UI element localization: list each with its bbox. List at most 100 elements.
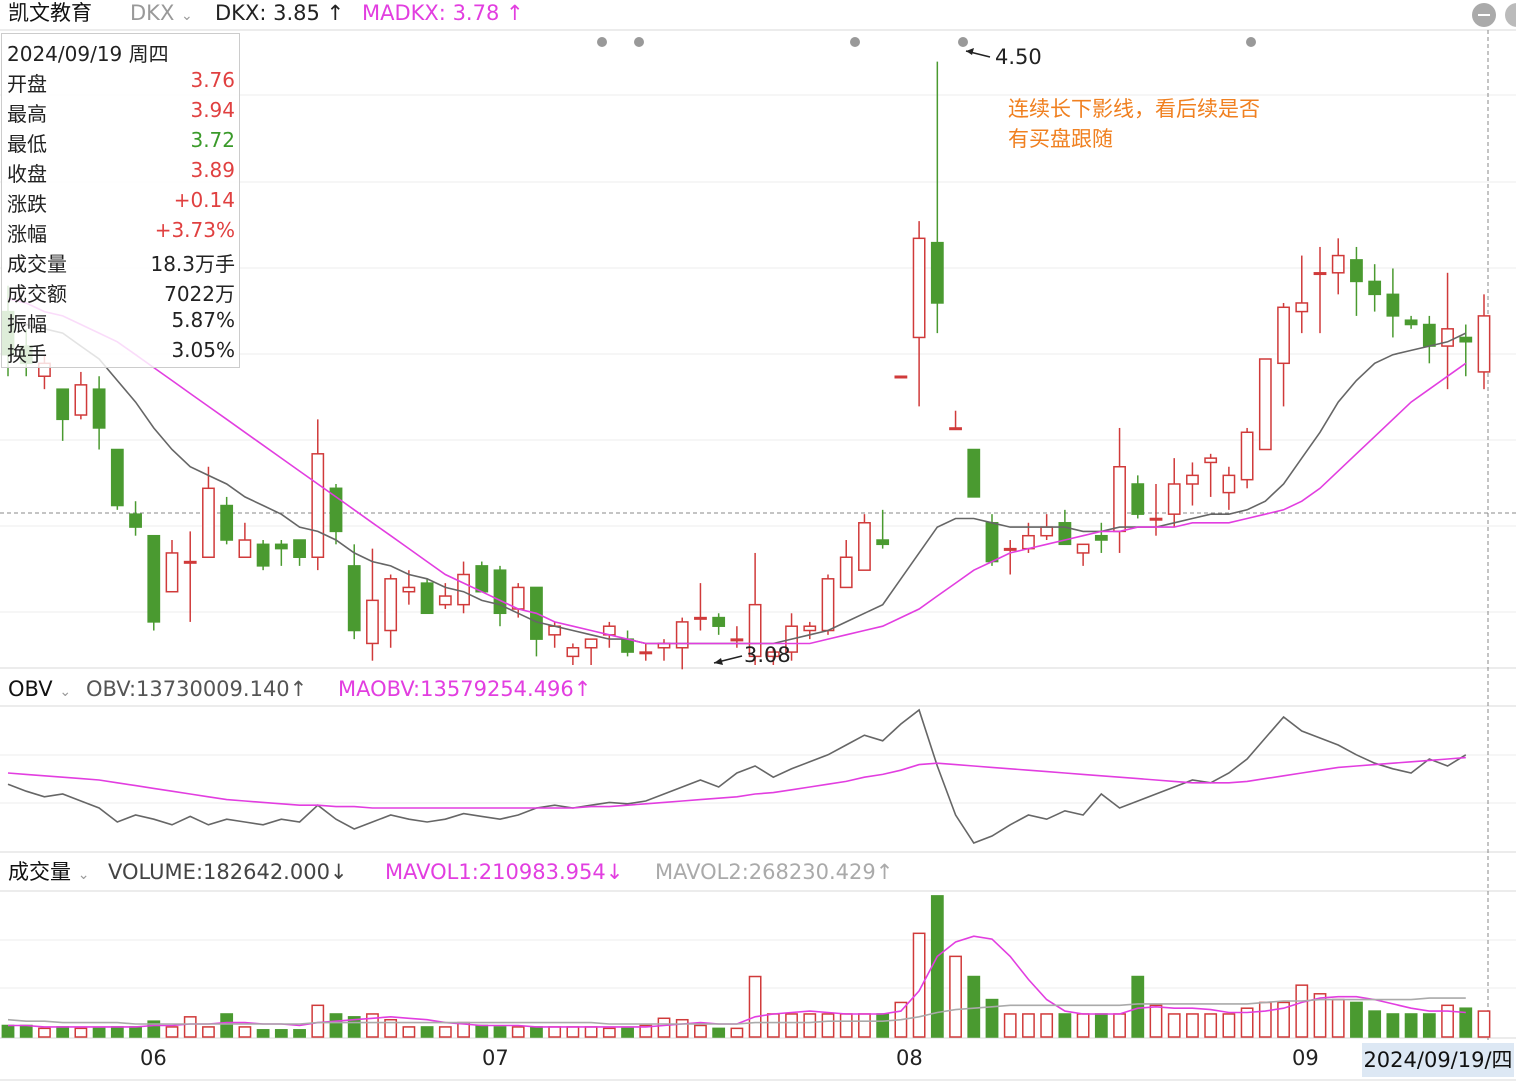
candle-body [384,578,398,632]
volume-bar [1331,998,1345,1038]
volume-bar [256,1029,270,1038]
candle-body [1277,306,1290,365]
collapse-icon[interactable] [1472,3,1496,27]
candle-body [493,569,507,615]
candle-body [1477,315,1491,373]
volume-bar [766,1013,780,1038]
volume-bar [1459,1007,1473,1038]
volume-bar [1222,1013,1236,1038]
info-box: 2024/09/19 周四 开盘 3.76 最高 3.94 最低 3.72 收盘 3.89 涨跌… [1,33,240,368]
low-price-label: 3.08 [744,643,791,667]
volume-bar [165,1026,179,1038]
candle-body [1441,328,1454,347]
volume-bar [1441,1004,1454,1038]
volume-bar [293,1029,306,1038]
settings-icon[interactable] [1505,3,1516,27]
volume-bar [384,1018,398,1038]
candle-body [1295,302,1309,313]
volume-bar [274,1029,288,1038]
volume-bar [438,1026,452,1038]
chart-markers [597,37,1256,665]
volume-bar [821,1013,835,1038]
candle-body [420,582,434,615]
volume-indicator-selector[interactable]: 成交量 ⌄ [8,859,89,888]
volume-bar [548,1026,562,1038]
candle-body [639,651,653,655]
event-dot-icon [1246,37,1256,47]
volume-bar [202,1026,215,1038]
cursor-date-label: 2024/09/19/四 [1362,1043,1514,1077]
volume-bar [912,932,926,1038]
volume-bar [493,1026,507,1038]
candle-body [311,453,325,559]
high-price-label: 4.50 [995,45,1042,69]
indicator-name: DKX [130,1,175,25]
volume-bar [347,1016,361,1038]
mavol1-value: MAVOL1:210983.954↓ [385,860,624,884]
candle-body [147,534,161,623]
candle-body [238,539,252,559]
candle-body [256,543,270,567]
event-dot-icon [597,37,607,47]
volume-bar [858,1013,871,1038]
volume-bar [675,1018,689,1038]
candle-body [967,448,981,498]
note-line: 连续长下影线，看后续是否 [1008,97,1260,121]
volume-bar [1003,1013,1017,1038]
volume-bar [311,1004,325,1038]
candle-body [457,573,470,606]
volume-bar [1258,1001,1272,1038]
event-dot-icon [850,37,860,47]
madkx-line [7,297,1467,645]
volume-bar [566,1026,580,1038]
info-row: 收盘 3.89 [7,158,235,188]
volume-bar [1149,1004,1163,1038]
info-value: 3.94 [190,98,235,122]
month-label: 08 [896,1046,923,1070]
month-label: 07 [482,1046,509,1070]
indicator-selector[interactable]: DKX ⌄ [130,0,193,29]
volume-bar [785,1013,798,1038]
volume-bar [1167,1013,1181,1038]
volume-bar [475,1024,489,1038]
info-row: 涨跌 +0.14 [7,188,235,218]
volume-bar [1295,984,1309,1038]
candle-body [1149,517,1163,521]
candle-body [1331,254,1345,274]
volume-bar [92,1027,106,1038]
obv-value: OBV:13730009.140↑ [86,677,308,701]
candle-body [1131,483,1145,515]
volume-bar [1204,1013,1218,1038]
info-label: 成交额 [7,282,67,306]
info-label: 最高 [7,102,47,126]
candle-body [930,241,944,304]
candle-body [858,522,871,571]
info-value: 5.87% [171,308,235,332]
candle-body [511,586,525,610]
candle-body [1240,431,1254,481]
info-label: 换手 [7,342,47,366]
volume-bar [639,1024,653,1038]
volume-bar [803,1013,817,1038]
stock-name: 凯文教育 [8,1,92,25]
volume-bar [621,1027,634,1038]
candle-body [56,388,70,421]
mavol2-value: MAVOL2:268230.429↑ [655,860,894,884]
info-value: 7022万 [164,282,235,306]
obv-indicator-selector[interactable]: OBV ⌄ [8,676,71,705]
info-row: 成交额 7022万 [7,278,235,308]
volume-bar [147,1020,161,1038]
event-dot-icon [634,37,644,47]
volume-bar [329,1013,343,1038]
chevron-down-icon: ⌄ [77,867,90,883]
candle-body [766,651,780,658]
volume-bar [56,1026,70,1038]
candle-body [202,487,215,559]
volume-value: VOLUME:182642.000↓ [108,860,348,884]
volume-bar [967,975,981,1038]
candle-body [438,595,452,606]
candle-body [1386,293,1400,317]
volume-bar [694,1024,707,1038]
chevron-down-icon: ⌄ [59,684,72,700]
